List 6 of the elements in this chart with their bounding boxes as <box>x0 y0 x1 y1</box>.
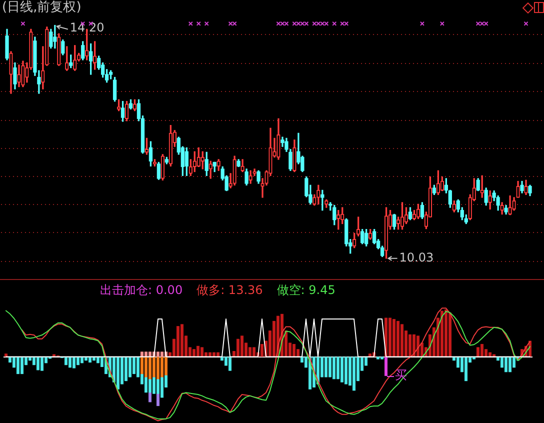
text: 出击加仓: 0.00 <box>100 283 183 297</box>
annotation: 10.03 <box>399 250 434 265</box>
text: 做空: 9.45 <box>276 283 336 297</box>
text: 做多: 13.36 <box>196 283 263 297</box>
annotation: 买 <box>395 368 407 382</box>
chart-title: (日线,前复权) <box>2 0 82 16</box>
